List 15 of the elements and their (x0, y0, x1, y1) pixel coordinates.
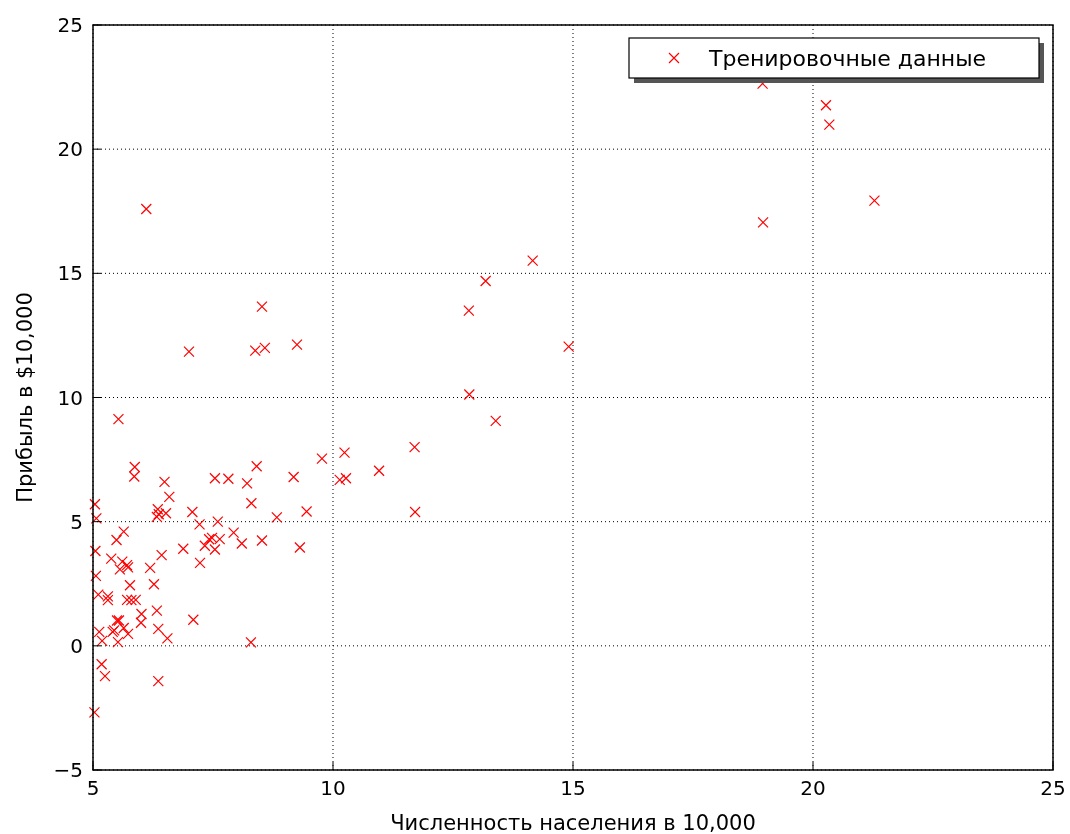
y-tick-label: 25 (57, 13, 83, 37)
x-tick-label: 10 (320, 776, 346, 800)
y-axis-title: Прибыль в $10,000 (13, 292, 37, 503)
x-tick-label: 20 (800, 776, 826, 800)
legend-label: Тренировочные данные (708, 45, 987, 71)
y-tick-label: 5 (70, 509, 83, 534)
y-tick-label: 10 (57, 385, 83, 410)
y-tick-label: 15 (57, 261, 83, 286)
y-tick-label: 20 (57, 137, 83, 162)
y-tick-label: −5 (53, 758, 83, 782)
y-tick-label: 0 (70, 633, 83, 658)
x-tick-label: 25 (1040, 776, 1066, 800)
x-axis-title: Численность населения в 10,000 (390, 811, 756, 834)
x-tick-label: 15 (560, 776, 586, 800)
x-tick-label: 5 (86, 776, 100, 800)
